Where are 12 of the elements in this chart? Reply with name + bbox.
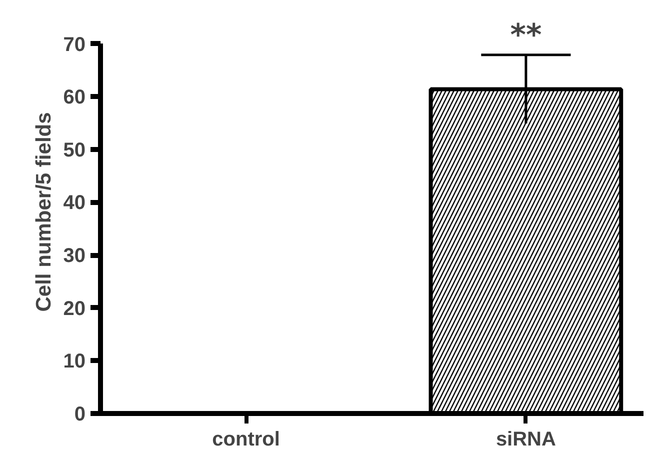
- y-tick-label: 0: [74, 404, 86, 426]
- y-tick-label: 60: [63, 86, 86, 109]
- annotation: **: [510, 18, 542, 53]
- x-tick-label: control: [212, 428, 280, 450]
- y-tick-label: 50: [63, 139, 86, 162]
- y-tick-label: 70: [63, 34, 86, 56]
- y-tick-label: 20: [63, 298, 86, 320]
- y-tick-label: 30: [63, 245, 86, 268]
- y-tick-label: 10: [63, 350, 86, 373]
- y-tick-label: 40: [63, 192, 86, 214]
- x-tick-label: siRNA: [496, 428, 556, 450]
- y-axis-title: Cell number/5 fields: [32, 112, 56, 312]
